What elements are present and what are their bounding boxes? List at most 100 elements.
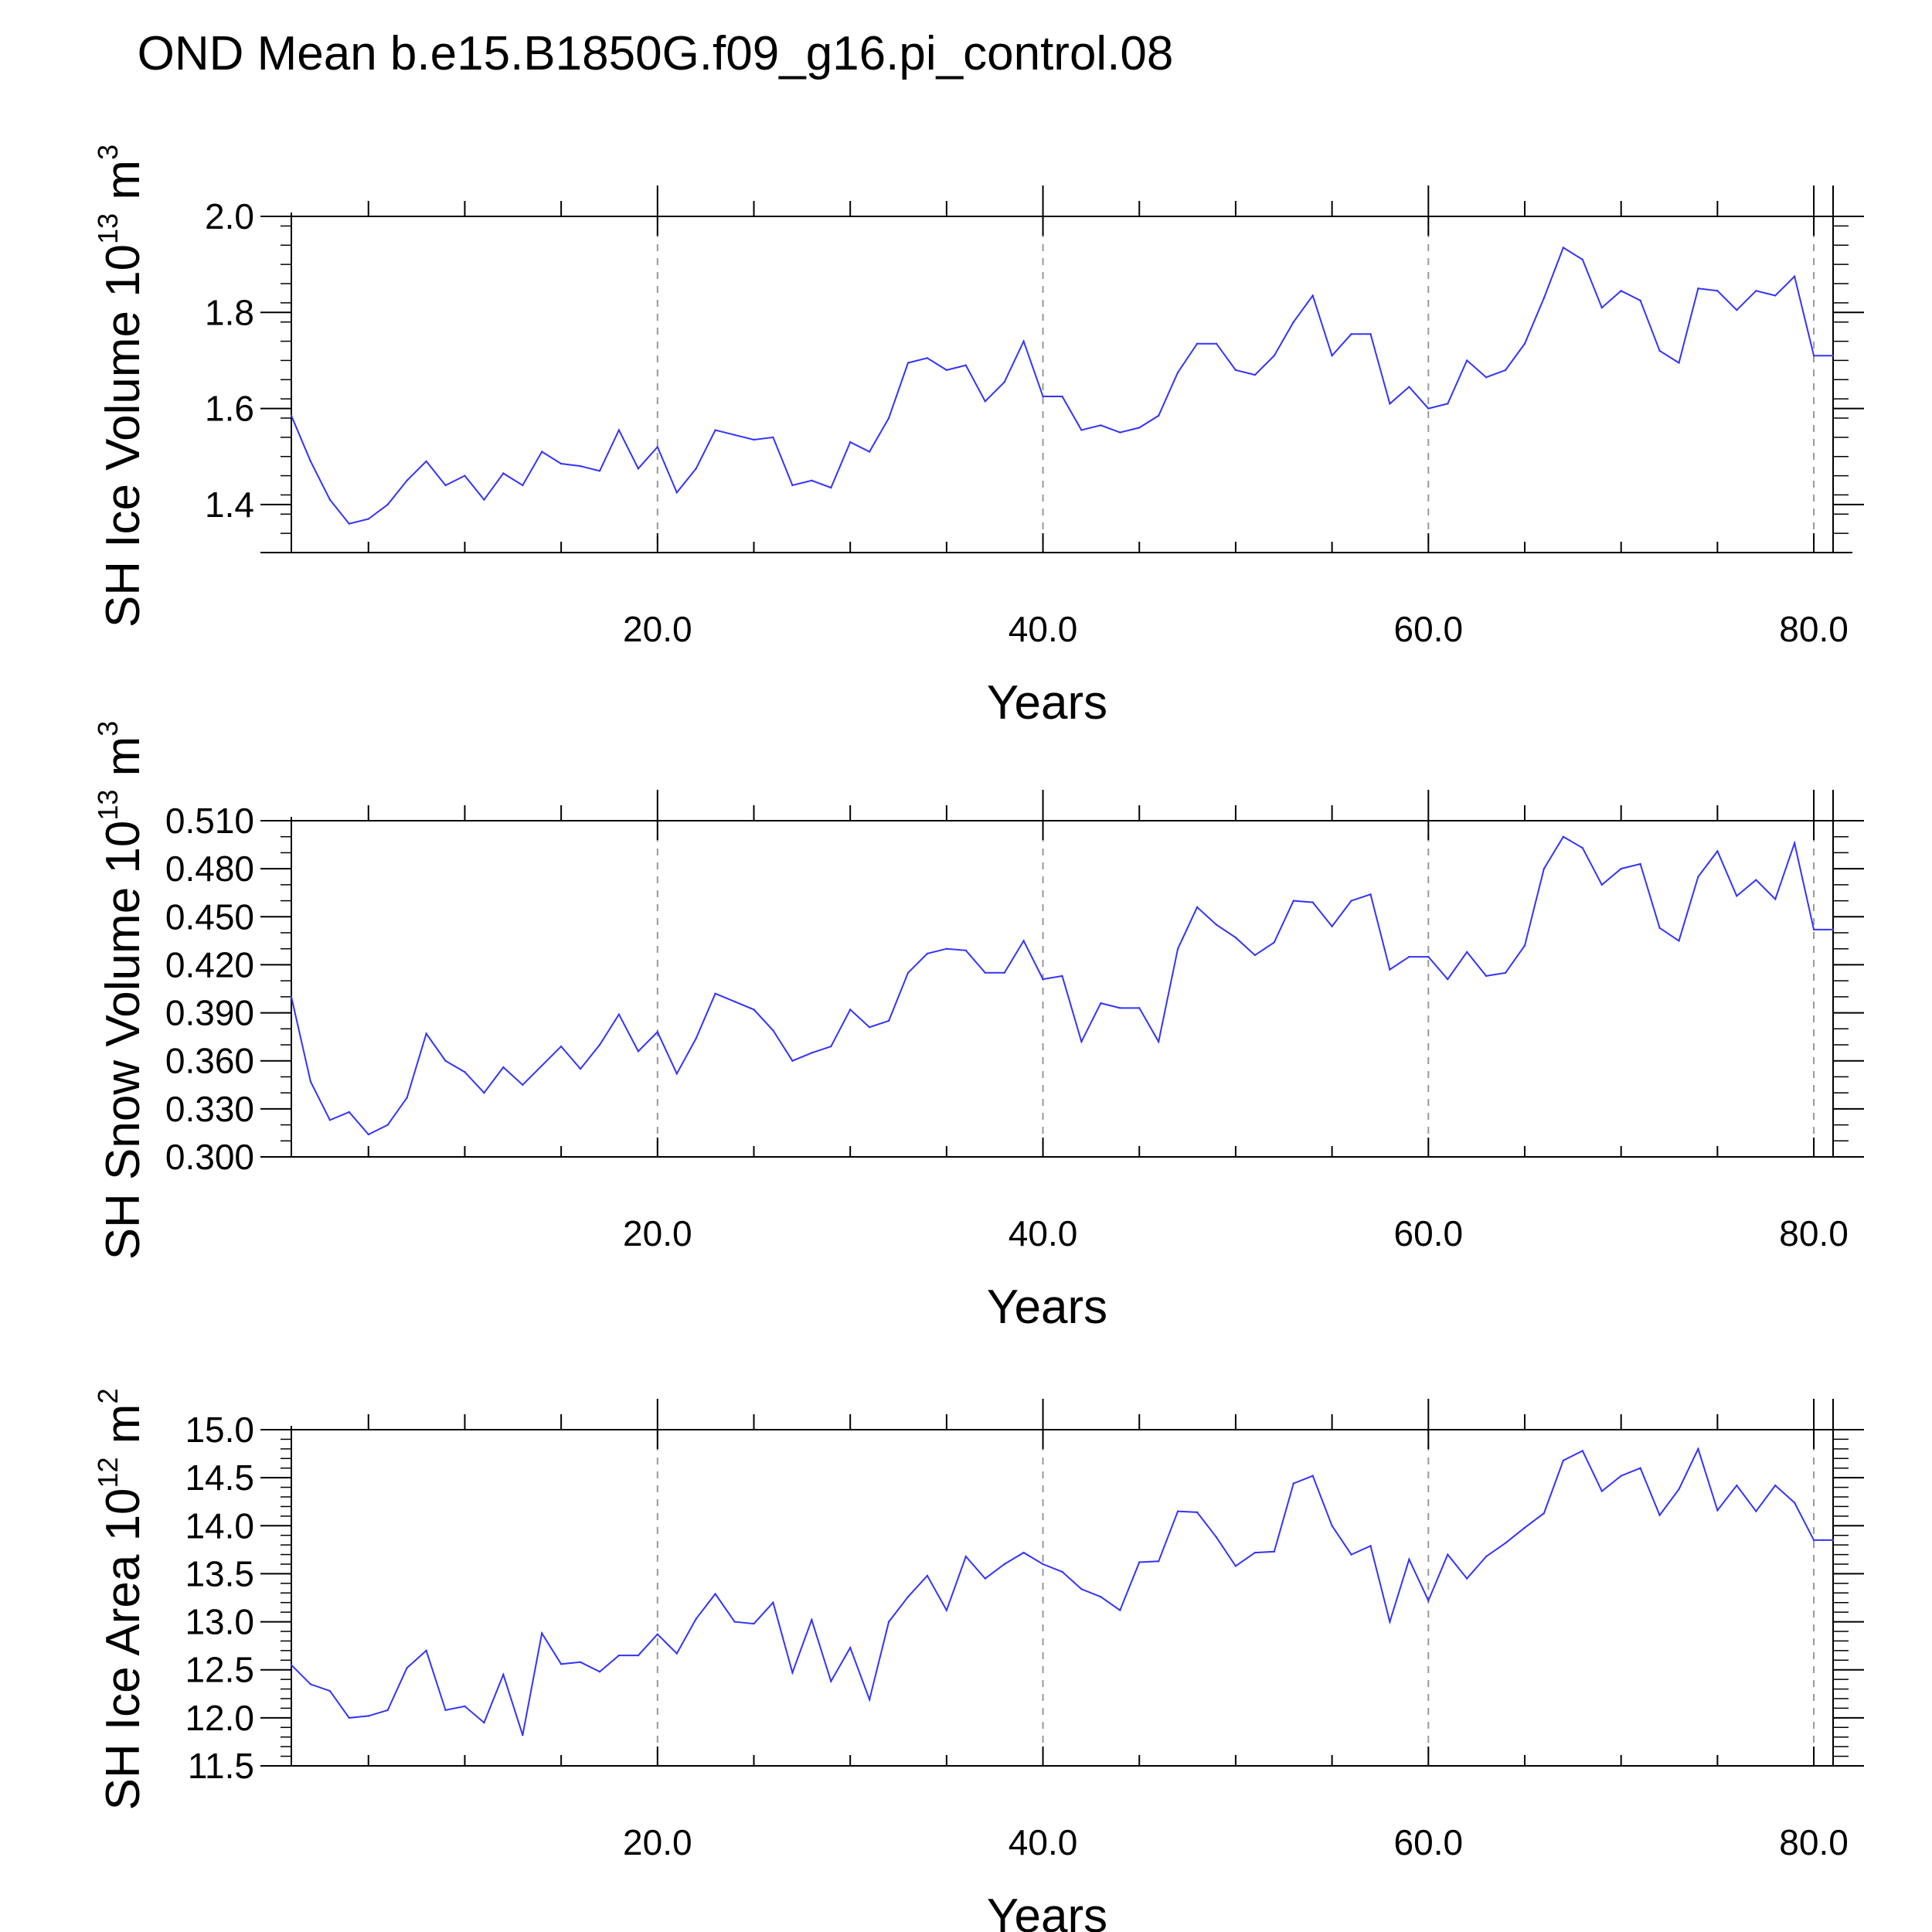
ice-area-data-point: [772, 1601, 774, 1604]
ice-area-data-point: [1427, 1600, 1430, 1602]
ice-area-data-point: [386, 1709, 389, 1712]
ice-area-data-point: [579, 1661, 582, 1663]
snow-volume-y-axis-label: SH Snow Volume 1013 m3: [92, 721, 150, 1260]
snow-volume-y-tick-label: 0.390: [165, 993, 254, 1033]
ice-area-data-point: [1042, 1563, 1044, 1566]
snow-volume-y-axis-label-main: SH Snow Volume 10: [97, 821, 150, 1260]
ice-area-data-point: [444, 1709, 447, 1712]
ice-area-data-point: [1292, 1482, 1294, 1485]
ice-area-data-point: [598, 1671, 601, 1673]
ice-area-y-tick-label: 15.0: [185, 1410, 254, 1450]
ice-volume-data-point: [1427, 407, 1430, 410]
ice-area-data-point: [1311, 1475, 1314, 1477]
snow-volume-data-point: [811, 1052, 813, 1054]
ice-volume-data-point: [444, 484, 447, 487]
ice-area-data-point: [1678, 1488, 1680, 1491]
ice-area-x-tick-label: 20.0: [623, 1822, 692, 1862]
snow-volume-data-point: [1273, 941, 1276, 944]
ice-volume-data-point: [1215, 342, 1218, 345]
snow-volume-x-tick-label: 20.0: [623, 1213, 692, 1253]
ice-volume-data-point: [906, 362, 910, 364]
ice-volume-data-point: [1253, 373, 1257, 376]
snow-volume-data-point: [1639, 862, 1641, 866]
ice-area-data-point: [1003, 1563, 1005, 1566]
snow-volume-data-point: [1369, 893, 1372, 896]
ice-volume-data-point: [1485, 376, 1488, 379]
snow-volume-data-point: [483, 1091, 485, 1094]
ice-volume-data-point: [579, 464, 582, 468]
snow-volume-data-point: [502, 1066, 505, 1069]
ice-volume-data-point: [1600, 306, 1603, 309]
snow-volume-data-point: [637, 1050, 640, 1053]
ice-volume-y-axis-label-exponent: 13: [92, 213, 124, 244]
snow-volume-data-point: [1755, 879, 1757, 881]
ice-area-data-point: [637, 1654, 640, 1657]
ice-area-data-point: [522, 1734, 524, 1736]
ice-volume-data-point: [714, 429, 716, 431]
snow-volume-data-point: [617, 1013, 621, 1015]
ice-area-data-point: [1331, 1525, 1333, 1527]
ice-area-data-point: [656, 1633, 659, 1635]
ice-area-data-point: [868, 1699, 871, 1701]
snow-volume-x-axis-label: Years: [987, 1281, 1107, 1334]
ice-area-data-point: [1774, 1484, 1777, 1487]
snow-volume-data-point: [1658, 927, 1661, 929]
ice-area-data-point: [1523, 1526, 1526, 1529]
ice-area-panel: 11.5 12.0 12.5 13.0 13.5 14.0 14.5 15.0 20.0 40.0…: [92, 1389, 1864, 1932]
snow-volume-x-tick-label: 80.0: [1779, 1213, 1849, 1253]
ice-volume-data-point: [1311, 294, 1314, 297]
snow-volume-data-point: [1003, 971, 1005, 974]
ice-volume-data-point: [502, 472, 505, 474]
ice-area-data-point: [617, 1654, 621, 1657]
ice-area-y-axis-label-unit-gap: m: [97, 1404, 150, 1458]
ice-area-data-point: [1100, 1596, 1102, 1598]
ice-area-data-point: [1447, 1553, 1449, 1556]
ice-volume-y-axis-label-unit-gap: m: [97, 160, 150, 213]
snow-volume-data-point: [1196, 906, 1199, 909]
ice-area-data-point: [1793, 1502, 1796, 1504]
ice-area-data-point: [1138, 1561, 1141, 1563]
ice-volume-data-point: [1331, 355, 1333, 357]
ice-area-data-point: [425, 1649, 427, 1652]
ice-area-data-point: [1543, 1512, 1546, 1515]
snow-volume-data-point: [868, 1026, 871, 1029]
ice-volume-data-point: [1793, 275, 1796, 277]
ice-area-data-point: [791, 1672, 794, 1674]
snow-volume-series-line: [291, 835, 1833, 1136]
ice-volume-data-point: [1697, 287, 1699, 290]
snow-volume-data-point: [309, 1080, 312, 1083]
ice-volume-data-point: [309, 460, 312, 463]
snow-volume-data-point: [1022, 940, 1025, 942]
ice-area-data-point: [483, 1721, 485, 1724]
snow-volume-data-point: [1253, 954, 1257, 957]
ice-area-data-point: [1157, 1560, 1160, 1563]
ice-volume-y-axis-label-unit-exponent: 3: [92, 145, 124, 160]
snow-volume-data-point: [406, 1097, 408, 1099]
ice-volume-data-point: [1022, 340, 1025, 342]
ice-area-y-tick-label: 13.0: [185, 1602, 254, 1642]
snow-volume-data-point: [1215, 923, 1218, 926]
snow-volume-data-point: [348, 1111, 351, 1114]
snow-volume-data-point: [1465, 951, 1468, 954]
ice-area-data-point: [849, 1646, 852, 1649]
snow-volume-data-point: [1774, 898, 1777, 900]
ice-area-data-point: [675, 1652, 678, 1655]
snow-volume-data-point: [695, 1037, 697, 1039]
ice-area-data-point: [926, 1574, 929, 1577]
snow-volume-data-point: [733, 1000, 736, 1003]
ice-volume-x-tick-label: 20.0: [623, 609, 692, 649]
ice-area-data-point: [1080, 1588, 1083, 1590]
snow-volume-data-point: [830, 1045, 832, 1048]
ice-area-data-point: [1408, 1558, 1410, 1560]
ice-volume-data-point: [1504, 369, 1507, 372]
ice-volume-data-point: [1234, 369, 1237, 372]
snow-volume-y-axis-label-unit-gap: m: [97, 736, 150, 790]
ice-area-data-point: [1350, 1553, 1352, 1556]
ice-area-y-tick-label: 13.5: [185, 1553, 254, 1594]
ice-area-data-point: [560, 1663, 563, 1665]
snow-volume-data-point: [984, 971, 986, 974]
ice-volume-data-point: [1003, 381, 1005, 383]
ice-area-data-point: [1176, 1510, 1179, 1512]
ice-area-data-point: [695, 1617, 697, 1621]
